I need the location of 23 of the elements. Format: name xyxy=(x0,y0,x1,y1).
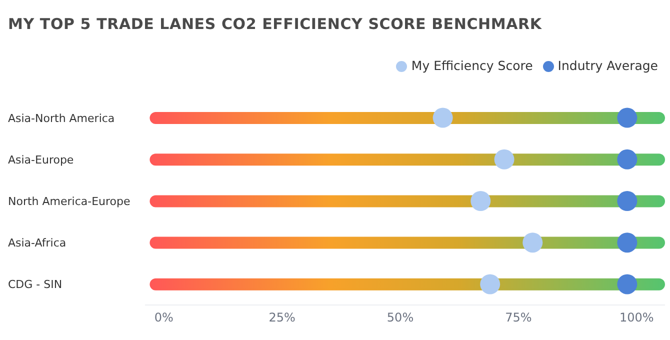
y-tick-label: Asia-Europe xyxy=(8,153,74,166)
point xyxy=(522,232,543,253)
x-tick-label: 50% xyxy=(386,310,414,325)
point xyxy=(617,274,638,294)
y-tick-label: Asia-Africa xyxy=(8,236,66,250)
x-tick-label: 100% xyxy=(619,310,654,325)
point xyxy=(617,232,638,253)
point xyxy=(470,191,491,211)
point xyxy=(494,149,514,170)
point xyxy=(617,191,638,211)
x-tick-label: 0% xyxy=(154,310,174,325)
legend-label: Indutry Average xyxy=(558,58,658,73)
x-tick-label: 75% xyxy=(505,310,532,325)
chart-title: MY TOP 5 TRADE LANES CO2 EFFICIENCY SCORE BENCHMARK xyxy=(8,15,542,33)
legend-label: My Efficiency Score xyxy=(411,58,533,73)
point xyxy=(617,108,638,128)
point xyxy=(432,108,453,128)
point xyxy=(617,149,638,170)
x-tick-label: 25% xyxy=(268,310,296,325)
y-tick-label: CDG - SIN xyxy=(8,278,62,292)
point xyxy=(480,274,500,294)
y-tick-label: North America-Europe xyxy=(8,195,131,208)
y-tick-label: Asia-North America xyxy=(8,112,115,125)
